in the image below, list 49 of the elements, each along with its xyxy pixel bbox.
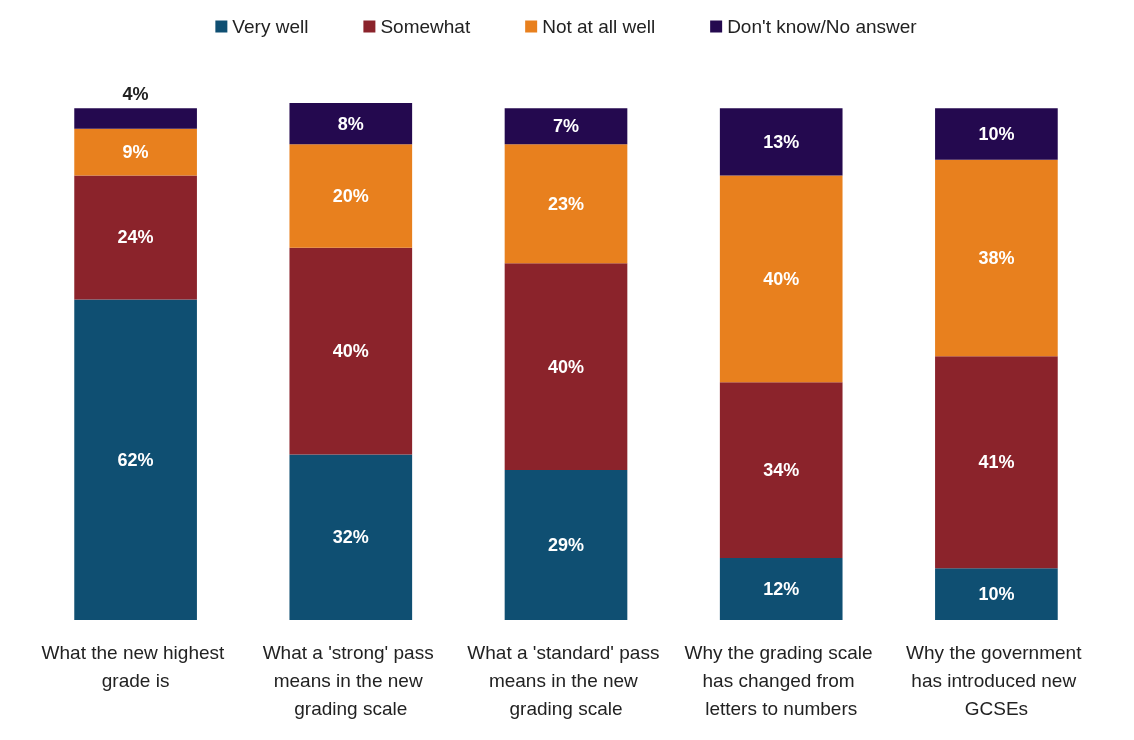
- data-label: 40%: [332, 341, 369, 362]
- bar: [289, 103, 413, 145]
- data-label: 10%: [978, 124, 1015, 145]
- legend-label: Very well: [232, 16, 309, 37]
- data-label: 40%: [547, 356, 585, 377]
- bar: [289, 144, 413, 248]
- data-label: 12%: [763, 578, 800, 599]
- x-tick-label: Why the grading scale has changed from letters to numbers: [684, 641, 878, 719]
- bar: [935, 108, 1058, 160]
- bar: [719, 108, 843, 176]
- bar: [289, 247, 413, 455]
- bar: [504, 470, 628, 620]
- bar: [719, 557, 843, 620]
- data-label: 8%: [337, 113, 364, 134]
- data-label: 4%: [122, 84, 149, 105]
- data-label: 24%: [117, 227, 154, 248]
- data-label: 34%: [763, 460, 800, 481]
- legend-label: Not at all well: [542, 16, 656, 37]
- x-tick-label: What a 'strong' pass means in the new grading scale: [262, 641, 439, 719]
- legend-label: Don't know/No answer: [727, 16, 918, 37]
- bar: [289, 454, 413, 620]
- data-label: 10%: [978, 584, 1015, 605]
- bar: [74, 175, 197, 300]
- bar: [935, 159, 1058, 357]
- data-label: 32%: [332, 527, 369, 548]
- data-label: 23%: [547, 193, 585, 214]
- data-label: 9%: [122, 142, 149, 163]
- bar: [74, 128, 197, 176]
- data-label: 40%: [763, 268, 800, 289]
- bar: [74, 299, 197, 620]
- data-label: 20%: [332, 186, 369, 207]
- data-label: 38%: [978, 248, 1015, 269]
- data-label: 13%: [763, 131, 800, 152]
- bar: [504, 144, 628, 264]
- data-label: 29%: [547, 535, 585, 556]
- bar: [504, 108, 628, 145]
- x-tick-label: Why the government has introduced new GCSEs: [906, 641, 1087, 719]
- bar: [719, 382, 843, 558]
- bar: [935, 568, 1058, 620]
- bar: [719, 175, 843, 383]
- data-label: 62%: [117, 449, 154, 470]
- data-label: 41%: [978, 452, 1015, 473]
- data-label: 7%: [552, 116, 580, 137]
- x-tick-label: What the new highest grade is: [41, 641, 230, 691]
- legend-label: Somewhat: [380, 16, 471, 37]
- bar: [504, 263, 628, 471]
- bar: [935, 356, 1058, 569]
- x-tick-label: What a 'standard' pass means in the new grading scale: [467, 641, 665, 719]
- bar: [74, 108, 197, 129]
